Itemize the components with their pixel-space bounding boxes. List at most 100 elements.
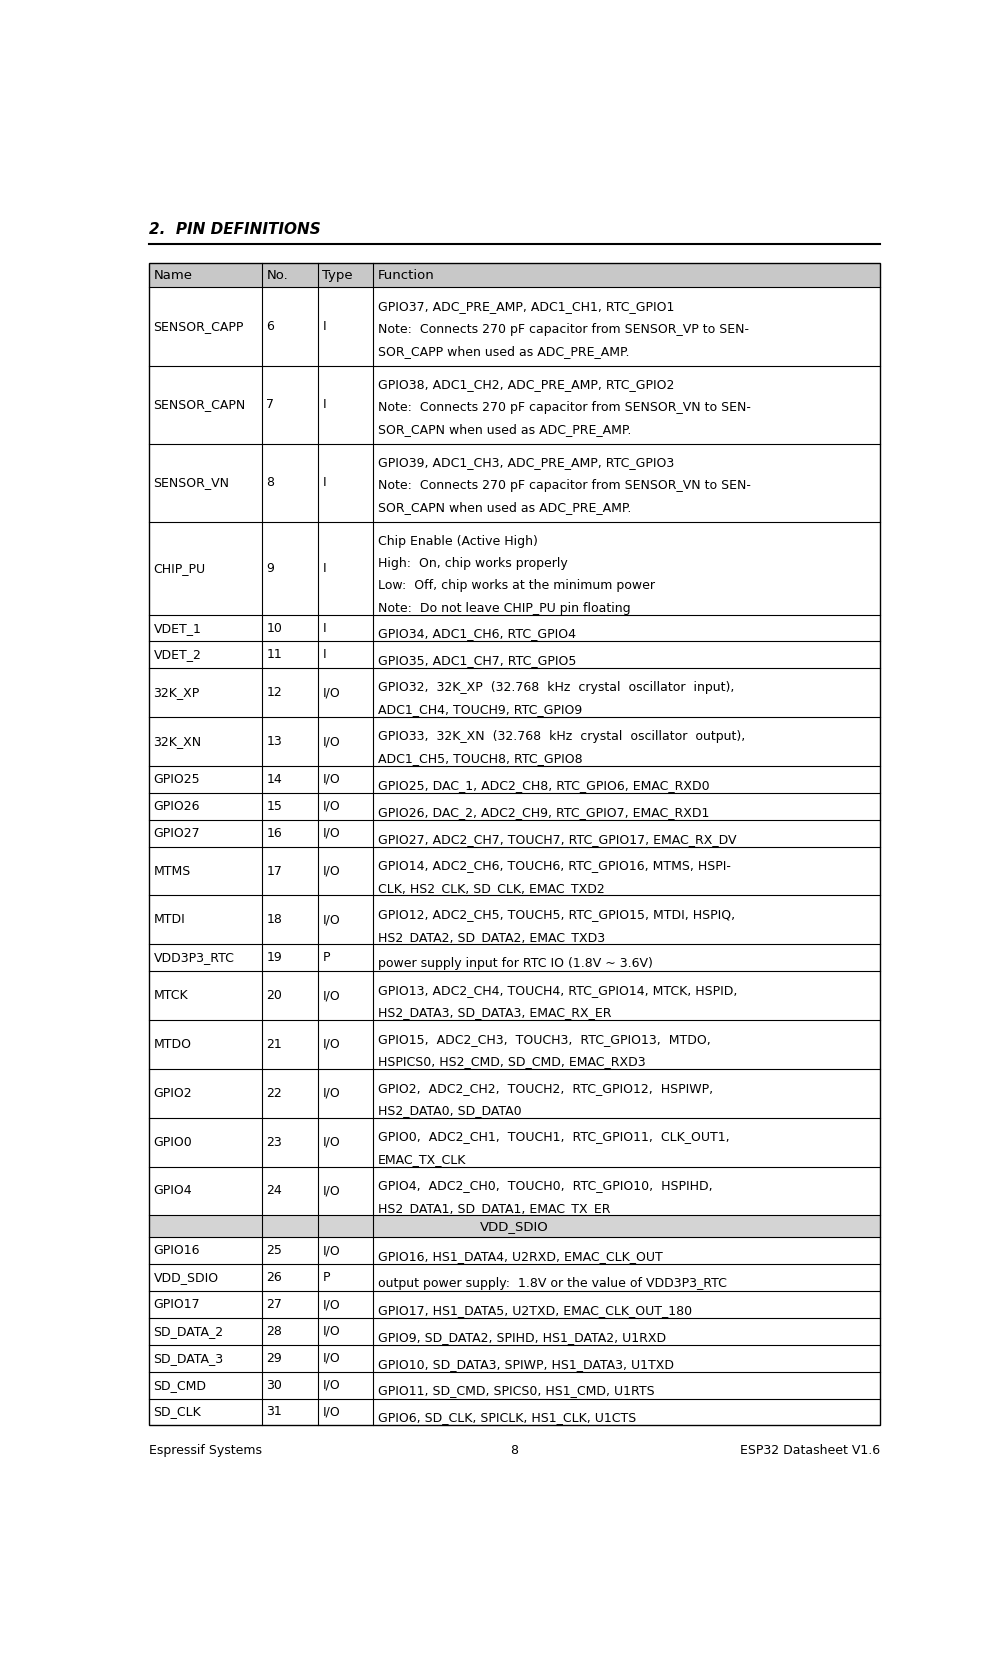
Bar (148, 614, 880, 642)
Text: I/O: I/O (322, 1136, 340, 1148)
Text: GPIO25, DAC_1, ADC2_CH8, RTC_GPIO6, EMAC_RXD0: GPIO25, DAC_1, ADC2_CH8, RTC_GPIO6, EMAC… (377, 778, 708, 791)
Text: Name: Name (153, 269, 193, 282)
Text: P: P (322, 1271, 330, 1284)
Bar (148, 1317, 880, 1345)
Bar (148, 365, 880, 443)
Text: CLK, HS2_CLK, SD_CLK, EMAC_TXD2: CLK, HS2_CLK, SD_CLK, EMAC_TXD2 (377, 881, 604, 894)
Text: GPIO38, ADC1_CH2, ADC_PRE_AMP, RTC_GPIO2: GPIO38, ADC1_CH2, ADC_PRE_AMP, RTC_GPIO2 (377, 378, 673, 392)
Bar (148, 1372, 880, 1399)
Text: I/O: I/O (322, 1244, 340, 1258)
Text: High:  On, chip works properly: High: On, chip works properly (377, 557, 567, 571)
Bar (148, 1264, 880, 1291)
Text: MTDI: MTDI (153, 914, 186, 926)
Bar (148, 262, 880, 287)
Text: ESP32 Datasheet V1.6: ESP32 Datasheet V1.6 (739, 1445, 880, 1457)
Text: Chip Enable (Active High): Chip Enable (Active High) (377, 534, 537, 547)
Text: GPIO35, ADC1_CH7, RTC_GPIO5: GPIO35, ADC1_CH7, RTC_GPIO5 (377, 654, 576, 667)
Text: GPIO32,  32K_XP  (32.768  kHz  crystal  oscillator  input),: GPIO32, 32K_XP (32.768 kHz crystal oscil… (377, 682, 733, 693)
Text: I/O: I/O (322, 687, 340, 700)
Text: 32K_XP: 32K_XP (153, 687, 200, 700)
Text: MTMS: MTMS (153, 864, 191, 878)
Text: Note:  Connects 270 pF capacitor from SENSOR_VN to SEN-: Note: Connects 270 pF capacitor from SEN… (377, 479, 749, 491)
Text: GPIO16, HS1_DATA4, U2RXD, EMAC_CLK_OUT: GPIO16, HS1_DATA4, U2RXD, EMAC_CLK_OUT (377, 1251, 662, 1262)
Bar (148, 896, 880, 944)
Text: I: I (322, 562, 326, 574)
Text: 7: 7 (266, 398, 274, 411)
Text: GPIO27, ADC2_CH7, TOUCH7, RTC_GPIO17, EMAC_RX_DV: GPIO27, ADC2_CH7, TOUCH7, RTC_GPIO17, EM… (377, 833, 735, 846)
Text: I/O: I/O (322, 1326, 340, 1337)
Text: 31: 31 (266, 1405, 282, 1418)
Bar (148, 1291, 880, 1317)
Text: I/O: I/O (322, 735, 340, 748)
Text: GPIO6, SD_CLK, SPICLK, HS1_CLK, U1CTS: GPIO6, SD_CLK, SPICLK, HS1_CLK, U1CTS (377, 1412, 635, 1425)
Text: VDET_2: VDET_2 (153, 649, 202, 662)
Text: 2.  PIN DEFINITIONS: 2. PIN DEFINITIONS (148, 222, 320, 237)
Text: power supply input for RTC IO (1.8V ~ 3.6V): power supply input for RTC IO (1.8V ~ 3.… (377, 957, 652, 971)
Text: I/O: I/O (322, 1087, 340, 1100)
Text: SD_CMD: SD_CMD (153, 1379, 207, 1392)
Bar (148, 820, 880, 846)
Text: 26: 26 (266, 1271, 282, 1284)
Text: 20: 20 (266, 989, 282, 1002)
Text: I/O: I/O (322, 1039, 340, 1050)
Bar (148, 1166, 880, 1216)
Bar (148, 846, 880, 896)
Text: 28: 28 (266, 1326, 282, 1337)
Text: HS2_DATA3, SD_DATA3, EMAC_RX_ER: HS2_DATA3, SD_DATA3, EMAC_RX_ER (377, 1007, 611, 1019)
Text: GPIO0,  ADC2_CH1,  TOUCH1,  RTC_GPIO11,  CLK_OUT1,: GPIO0, ADC2_CH1, TOUCH1, RTC_GPIO11, CLK… (377, 1130, 728, 1143)
Text: 6: 6 (266, 320, 274, 333)
Bar (148, 669, 880, 717)
Text: I/O: I/O (322, 864, 340, 878)
Text: 13: 13 (266, 735, 282, 748)
Text: I: I (322, 320, 326, 333)
Text: GPIO37, ADC_PRE_AMP, ADC1_CH1, RTC_GPIO1: GPIO37, ADC_PRE_AMP, ADC1_CH1, RTC_GPIO1 (377, 300, 673, 314)
Text: GPIO33,  32K_XN  (32.768  kHz  crystal  oscillator  output),: GPIO33, 32K_XN (32.768 kHz crystal oscil… (377, 730, 744, 743)
Text: ADC1_CH5, TOUCH8, RTC_GPIO8: ADC1_CH5, TOUCH8, RTC_GPIO8 (377, 752, 582, 765)
Text: I: I (322, 476, 326, 489)
Text: ADC1_CH4, TOUCH9, RTC_GPIO9: ADC1_CH4, TOUCH9, RTC_GPIO9 (377, 703, 582, 717)
Bar (148, 642, 880, 669)
Text: HS2_DATA0, SD_DATA0: HS2_DATA0, SD_DATA0 (377, 1103, 521, 1117)
Text: 21: 21 (266, 1039, 282, 1050)
Bar (148, 523, 880, 614)
Text: SD_CLK: SD_CLK (153, 1405, 201, 1418)
Text: I/O: I/O (322, 773, 340, 786)
Text: 14: 14 (266, 773, 282, 786)
Text: GPIO4: GPIO4 (153, 1185, 192, 1198)
Text: I/O: I/O (322, 1185, 340, 1198)
Text: I: I (322, 398, 326, 411)
Text: P: P (322, 951, 330, 964)
Text: Type: Type (322, 269, 353, 282)
Text: Espressif Systems: Espressif Systems (148, 1445, 262, 1457)
Text: HS2_DATA1, SD_DATA1, EMAC_TX_ER: HS2_DATA1, SD_DATA1, EMAC_TX_ER (377, 1201, 610, 1214)
Text: GPIO13, ADC2_CH4, TOUCH4, RTC_GPIO14, MTCK, HSPID,: GPIO13, ADC2_CH4, TOUCH4, RTC_GPIO14, MT… (377, 984, 736, 997)
Bar (148, 287, 880, 365)
Text: MTCK: MTCK (153, 989, 188, 1002)
Text: GPIO15,  ADC2_CH3,  TOUCH3,  RTC_GPIO13,  MTDO,: GPIO15, ADC2_CH3, TOUCH3, RTC_GPIO13, MT… (377, 1034, 710, 1045)
Text: VDD_SDIO: VDD_SDIO (479, 1219, 549, 1233)
Text: GPIO17, HS1_DATA5, U2TXD, EMAC_CLK_OUT_180: GPIO17, HS1_DATA5, U2TXD, EMAC_CLK_OUT_1… (377, 1304, 691, 1317)
Text: CHIP_PU: CHIP_PU (153, 562, 206, 574)
Text: I: I (322, 622, 326, 634)
Text: SENSOR_CAPP: SENSOR_CAPP (153, 320, 244, 333)
Text: output power supply:  1.8V or the value of VDD3P3_RTC: output power supply: 1.8V or the value o… (377, 1277, 726, 1291)
Text: Note:  Connects 270 pF capacitor from SENSOR_VP to SEN-: Note: Connects 270 pF capacitor from SEN… (377, 322, 748, 335)
Text: I/O: I/O (322, 1379, 340, 1392)
Text: I/O: I/O (322, 1297, 340, 1311)
Text: GPIO26: GPIO26 (153, 800, 200, 813)
Bar (148, 1399, 880, 1425)
Text: SD_DATA_2: SD_DATA_2 (153, 1326, 224, 1337)
Text: 9: 9 (266, 562, 274, 574)
Text: GPIO4,  ADC2_CH0,  TOUCH0,  RTC_GPIO10,  HSPIHD,: GPIO4, ADC2_CH0, TOUCH0, RTC_GPIO10, HSP… (377, 1180, 711, 1193)
Text: GPIO2: GPIO2 (153, 1087, 192, 1100)
Text: SENSOR_VN: SENSOR_VN (153, 476, 230, 489)
Text: No.: No. (266, 269, 288, 282)
Bar (148, 944, 880, 971)
Bar (148, 1068, 880, 1118)
Text: 32K_XN: 32K_XN (153, 735, 202, 748)
Bar (148, 443, 880, 523)
Text: EMAC_TX_CLK: EMAC_TX_CLK (377, 1153, 465, 1166)
Text: 29: 29 (266, 1352, 282, 1365)
Text: MTDO: MTDO (153, 1039, 192, 1050)
Text: SOR_CAPN when used as ADC_PRE_AMP.: SOR_CAPN when used as ADC_PRE_AMP. (377, 423, 630, 436)
